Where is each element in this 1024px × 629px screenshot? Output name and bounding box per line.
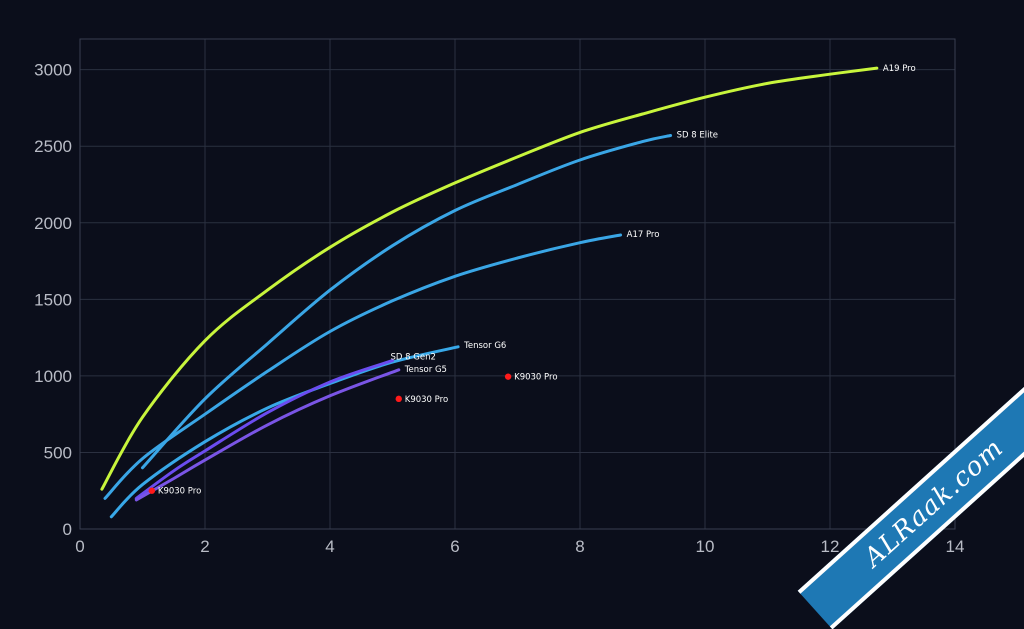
- point-label: K9030 Pro: [405, 395, 448, 405]
- grid: [79, 38, 956, 530]
- series-line-a19-pro: [100, 66, 879, 491]
- series-label: SD 8 Elite: [677, 130, 718, 140]
- y-tick-label: 1000: [34, 367, 72, 386]
- y-tick-label: 1500: [34, 290, 72, 309]
- data-point: [148, 487, 156, 494]
- x-tick-label: 12: [821, 537, 840, 556]
- x-tick-label: 2: [200, 537, 209, 556]
- x-tick-label: 0: [75, 537, 84, 556]
- data-points: [148, 373, 512, 494]
- series-label: Tensor G6: [463, 341, 506, 351]
- series-label: A19 Pro: [883, 64, 916, 74]
- series-line-tensor-g5: [134, 368, 401, 502]
- y-tick-label: 3000: [34, 61, 72, 80]
- x-tick-label: 8: [575, 537, 584, 556]
- x-tick-label: 14: [946, 537, 965, 556]
- series-label: A17 Pro: [627, 230, 660, 240]
- plot-frame: [79, 38, 956, 530]
- performance-chart: A19 Pro SD 8 Elite A17 Pro Tensor G6 SD 8 Ge…: [34, 38, 964, 556]
- series-line-sd-8-elite: [141, 134, 673, 470]
- point-label: K9030 Pro: [514, 373, 557, 383]
- x-tick-label: 4: [325, 537, 334, 556]
- x-tick-label: 6: [450, 537, 459, 556]
- x-tick-label: 10: [696, 537, 715, 556]
- series-label: Tensor G5: [404, 365, 447, 375]
- y-tick-label: 2500: [34, 137, 72, 156]
- series-line-sd-8-gen2: [134, 359, 394, 500]
- point-label: K9030 Pro: [158, 487, 201, 497]
- series-label: SD 8 Gen2: [391, 353, 436, 363]
- y-tick-label: 0: [63, 520, 72, 539]
- data-point: [395, 395, 402, 403]
- tick-labels: 0 2 4 6 8 10 12 14 0 500 1000 1500 2000 2500 3000: [34, 61, 964, 556]
- series-lines: [100, 66, 879, 519]
- y-tick-label: 2000: [34, 214, 72, 233]
- series-labels: A19 Pro SD 8 Elite A17 Pro Tensor G6 SD 8 Ge…: [158, 64, 916, 497]
- y-tick-label: 500: [44, 443, 72, 462]
- series-line-a17-pro: [103, 233, 623, 500]
- data-point: [504, 373, 512, 380]
